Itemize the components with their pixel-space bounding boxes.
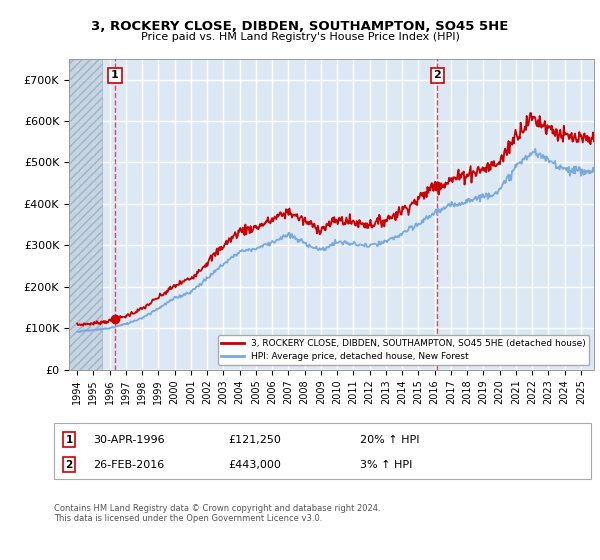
Text: 20% ↑ HPI: 20% ↑ HPI: [360, 435, 419, 445]
Text: £443,000: £443,000: [228, 460, 281, 470]
Text: 26-FEB-2016: 26-FEB-2016: [93, 460, 164, 470]
Text: Price paid vs. HM Land Registry's House Price Index (HPI): Price paid vs. HM Land Registry's House …: [140, 32, 460, 43]
Text: 3, ROCKERY CLOSE, DIBDEN, SOUTHAMPTON, SO45 5HE: 3, ROCKERY CLOSE, DIBDEN, SOUTHAMPTON, S…: [91, 20, 509, 32]
Text: 30-APR-1996: 30-APR-1996: [93, 435, 164, 445]
Bar: [69, 59, 101, 370]
Text: 1: 1: [111, 71, 119, 81]
Legend: 3, ROCKERY CLOSE, DIBDEN, SOUTHAMPTON, SO45 5HE (detached house), HPI: Average p: 3, ROCKERY CLOSE, DIBDEN, SOUTHAMPTON, S…: [218, 335, 589, 365]
Text: 3% ↑ HPI: 3% ↑ HPI: [360, 460, 412, 470]
Text: £121,250: £121,250: [228, 435, 281, 445]
Text: 1: 1: [65, 435, 73, 445]
Text: Contains HM Land Registry data © Crown copyright and database right 2024.
This d: Contains HM Land Registry data © Crown c…: [54, 504, 380, 524]
Text: 2: 2: [434, 71, 442, 81]
Text: 2: 2: [65, 460, 73, 470]
